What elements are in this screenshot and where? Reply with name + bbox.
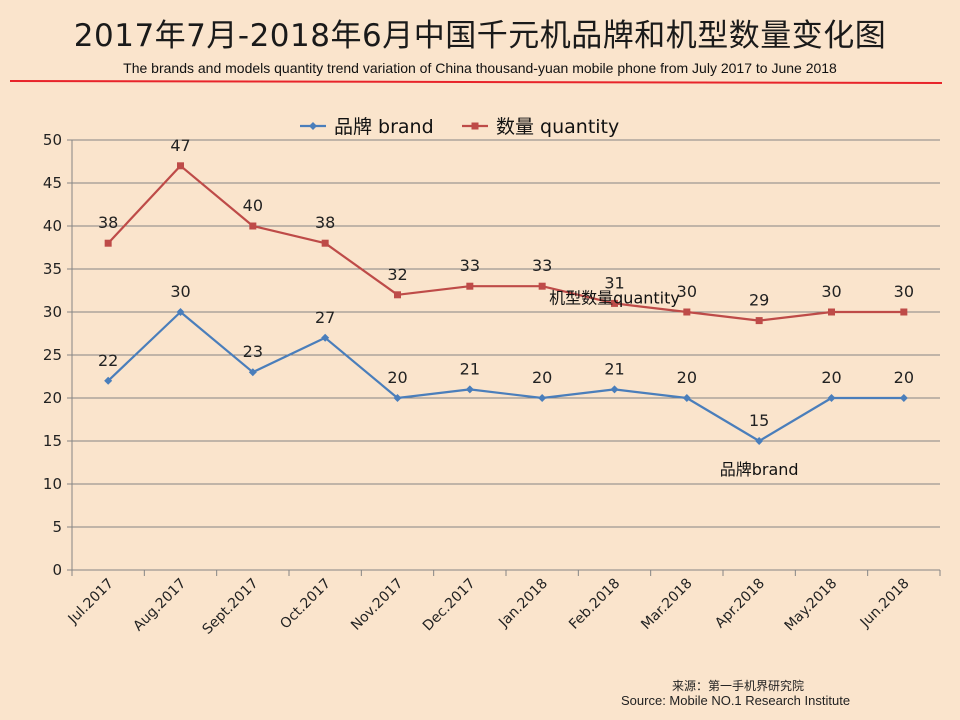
chart-subtitle: The brands and models quantity trend var… [123, 60, 837, 76]
x-tick-label: Feb.2018 [566, 576, 623, 633]
data-label-brand: 23 [243, 342, 263, 361]
data-label-brand: 22 [98, 351, 118, 370]
legend: 品牌 brand 数量 quantity [300, 116, 619, 138]
series-line-quantity [107, 164, 904, 322]
data-point-quantity [611, 299, 618, 307]
legend-item-quantity: 数量 quantity [462, 116, 619, 138]
data-label-quantity: 32 [387, 265, 407, 284]
data-point-brand [393, 394, 402, 402]
data-label-quantity: 38 [315, 213, 335, 232]
data-point-quantity [177, 162, 184, 170]
data-point-brand [248, 368, 257, 377]
data-point-quantity [538, 282, 546, 290]
legend-marker [309, 122, 317, 130]
data-point-brand [827, 394, 836, 402]
data-label-brand: 21 [460, 359, 480, 378]
annotations: 机型数量quantity 品牌brand [549, 288, 798, 479]
title-rule [10, 80, 942, 84]
x-tick-label: Jun.2018 [857, 576, 913, 632]
data-labels: 22 30 23 27 20 21 20 21 20 15 20 20 38 47 40 38 32 33 33 31… [98, 136, 914, 430]
data-point-quantity [683, 308, 691, 316]
data-point-quantity [900, 308, 908, 316]
data-point-brand [104, 376, 113, 385]
data-point-brand [610, 385, 619, 394]
x-tick-label: Sept.2017 [199, 576, 261, 638]
x-tick-label: Jan.2018 [495, 576, 551, 632]
data-label-quantity: 30 [821, 282, 841, 301]
data-label-brand: 20 [821, 368, 841, 387]
source-cn: 来源：第一手机界研究院 [672, 679, 805, 693]
y-tick-label: 40 [43, 217, 62, 235]
x-tick-label: Nov.2017 [348, 576, 406, 634]
chart-title: 2017年7月-2018年6月中国千元机品牌和机型数量变化图 [73, 18, 887, 54]
data-point-quantity [755, 317, 763, 325]
data-point-brand [465, 385, 474, 394]
legend-marker [471, 122, 479, 130]
x-tick-label: Oct.2017 [277, 576, 334, 633]
data-label-quantity: 33 [532, 256, 552, 275]
data-label-brand: 20 [894, 368, 914, 387]
data-label-quantity: 29 [749, 291, 769, 310]
data-point-brand [682, 394, 691, 402]
y-tick-label: 20 [43, 389, 62, 407]
data-point-quantity [394, 291, 401, 299]
data-label-quantity: 30 [894, 282, 914, 301]
data-point-quantity [249, 222, 257, 230]
series [104, 162, 908, 445]
x-tick-label: Jul.2017 [65, 576, 117, 628]
data-label-brand: 15 [749, 411, 769, 430]
data-label-brand: 20 [387, 368, 407, 387]
y-tick-label: 15 [43, 432, 62, 450]
y-tick-label: 50 [43, 131, 62, 149]
data-label-quantity: 31 [604, 273, 624, 292]
data-point-quantity [104, 239, 112, 247]
grid [72, 139, 940, 528]
data-label-quantity: 38 [98, 213, 118, 232]
legend-item-brand: 品牌 brand [300, 116, 434, 138]
x-tick-label: May.2018 [782, 576, 841, 635]
data-label-quantity: 30 [677, 282, 697, 301]
data-point-brand [755, 437, 764, 445]
data-point-quantity [466, 282, 474, 290]
data-label-quantity: 47 [170, 136, 190, 155]
x-tick-label: Apr.2018 [712, 576, 768, 632]
data-label-quantity: 33 [460, 256, 480, 275]
data-point-brand [899, 394, 908, 402]
data-label-brand: 27 [315, 308, 335, 327]
y-tick-label: 10 [43, 475, 62, 493]
data-label-brand: 21 [604, 359, 624, 378]
data-label-brand: 30 [170, 282, 190, 301]
y-tick-label: 30 [43, 303, 62, 321]
series-line-brand [107, 310, 904, 443]
data-point-brand [176, 308, 185, 316]
data-point-quantity [321, 239, 329, 247]
x-tick-label: Dec.2017 [420, 576, 479, 635]
axes: 0 5 10 15 20 25 30 35 40 45 50 Jul.2017 Aug.2017 Sept… [43, 131, 941, 638]
title-rule-line [10, 80, 942, 84]
x-tick-label: Mar.2018 [638, 576, 695, 633]
y-tick-label: 25 [43, 346, 62, 364]
data-label-brand: 20 [532, 368, 552, 387]
annotation-brand: 品牌brand [720, 460, 799, 479]
y-tick-label: 35 [43, 260, 62, 278]
legend-label: 数量 quantity [496, 116, 619, 138]
data-point-brand [321, 333, 330, 342]
annotation-quantity: 机型数量quantity [549, 288, 680, 307]
data-point-brand [538, 394, 547, 402]
y-tick-label: 45 [43, 174, 62, 192]
source-en: Source: Mobile NO.1 Research Institute [621, 693, 851, 708]
x-tick-label: Aug.2017 [130, 576, 189, 635]
y-tick-label: 0 [52, 561, 62, 579]
data-point-quantity [828, 308, 835, 316]
data-label-brand: 20 [677, 368, 697, 387]
y-tick-label: 5 [52, 518, 62, 536]
legend-label: 品牌 brand [334, 116, 434, 138]
data-label-quantity: 40 [243, 196, 263, 215]
